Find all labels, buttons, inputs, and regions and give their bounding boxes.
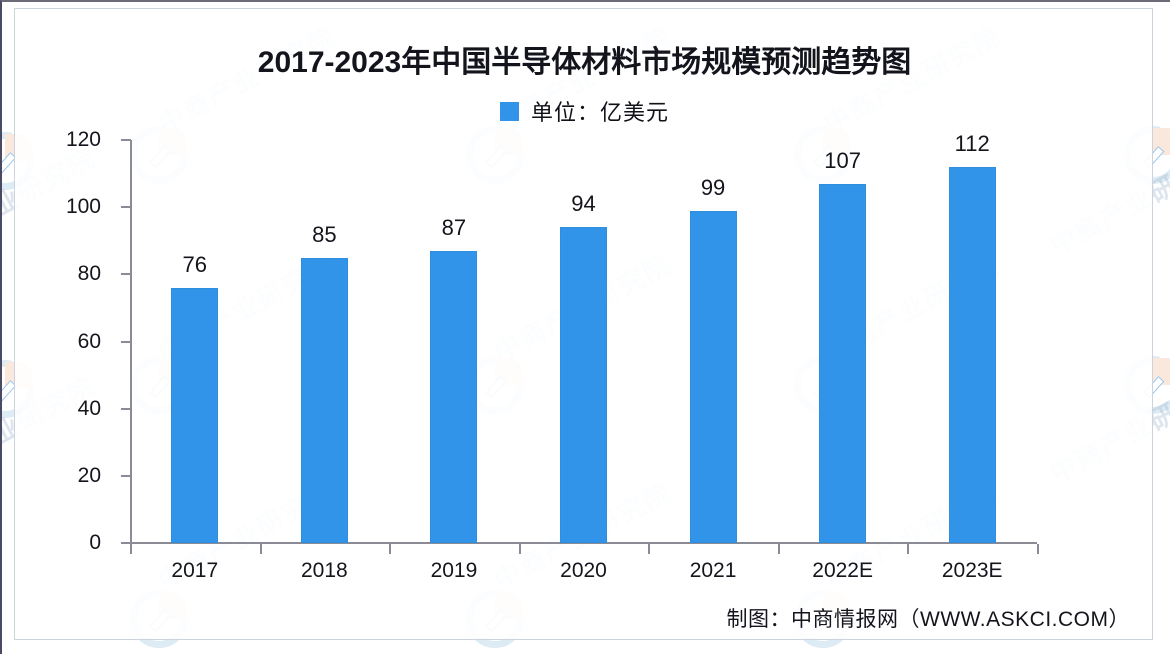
bar-2023E[interactable] bbox=[948, 166, 996, 543]
bar-value-label: 99 bbox=[700, 174, 726, 200]
x-axis-label-2020: 2020 bbox=[560, 559, 607, 582]
y-axis-tick bbox=[121, 474, 131, 477]
x-axis-label-2023E: 2023E bbox=[941, 559, 1003, 582]
y-axis-tick-label: 60 bbox=[77, 329, 101, 353]
legend-swatch-icon bbox=[499, 101, 519, 121]
bar-value-label: 76 bbox=[182, 251, 208, 277]
x-axis-line bbox=[130, 542, 1037, 544]
chart-legend: 单位：亿美元 bbox=[15, 95, 1154, 127]
bar-2020[interactable] bbox=[560, 227, 607, 543]
y-axis-tick bbox=[121, 407, 131, 410]
bar-value-label: 112 bbox=[954, 130, 990, 156]
y-axis-tick bbox=[121, 139, 131, 141]
bar-value-label: 107 bbox=[824, 147, 861, 173]
y-axis-tick bbox=[121, 206, 131, 209]
y-axis-line bbox=[130, 140, 132, 543]
page-title: 2017-2023年中国半导体材料市场规模预测趋势图 bbox=[257, 46, 912, 79]
y-axis-tick bbox=[121, 273, 131, 276]
y-axis-tick-label: 120 bbox=[65, 128, 101, 151]
bar-2022E[interactable] bbox=[819, 183, 867, 543]
bar-2018[interactable] bbox=[300, 257, 348, 543]
x-axis-tick bbox=[1037, 544, 1039, 554]
y-axis-tick-label: 0 bbox=[89, 531, 101, 554]
chart-card: 2017-2023年中国半导体材料市场规模预测趋势图 单位：亿美元 0 20 40 6… bbox=[14, 8, 1153, 640]
x-axis-tick bbox=[259, 544, 262, 554]
y-axis-tick-label: 100 bbox=[65, 195, 101, 219]
x-axis-tick bbox=[389, 544, 392, 554]
bar-value-label: 85 bbox=[312, 221, 337, 247]
x-axis-tick bbox=[648, 544, 651, 554]
bar-value-label: 94 bbox=[571, 191, 596, 217]
bar-value-label: 87 bbox=[441, 214, 467, 240]
y-axis-tick bbox=[121, 340, 131, 343]
x-axis-tick bbox=[518, 544, 521, 554]
y-axis-tick bbox=[121, 542, 131, 544]
x-axis-label-2018: 2018 bbox=[300, 559, 348, 582]
bar-2019[interactable] bbox=[430, 250, 478, 543]
x-axis-label-2019: 2019 bbox=[430, 559, 478, 582]
legend-label: 单位：亿美元 bbox=[530, 100, 669, 125]
plot-area: 0 20 40 60 80 100 120 76 2017 85 2018 87 2019 94 2020 9… bbox=[15, 9, 1154, 641]
y-axis-tick-label: 40 bbox=[77, 396, 101, 420]
y-axis-tick-label: 20 bbox=[77, 463, 101, 487]
y-axis-tick-label: 80 bbox=[77, 262, 101, 286]
bar-2021[interactable] bbox=[689, 210, 737, 543]
bar-2017[interactable] bbox=[171, 287, 219, 543]
x-axis-tick bbox=[777, 544, 780, 554]
x-axis-tick bbox=[907, 544, 910, 554]
credit-text: 制图：中商情报网（WWW.ASKCI.COM） bbox=[726, 608, 1130, 631]
x-axis-label-2022E: 2022E bbox=[812, 559, 874, 582]
x-axis-label-2021: 2021 bbox=[689, 559, 737, 582]
x-axis-label-2017: 2017 bbox=[171, 559, 219, 582]
x-axis-tick bbox=[130, 544, 132, 554]
